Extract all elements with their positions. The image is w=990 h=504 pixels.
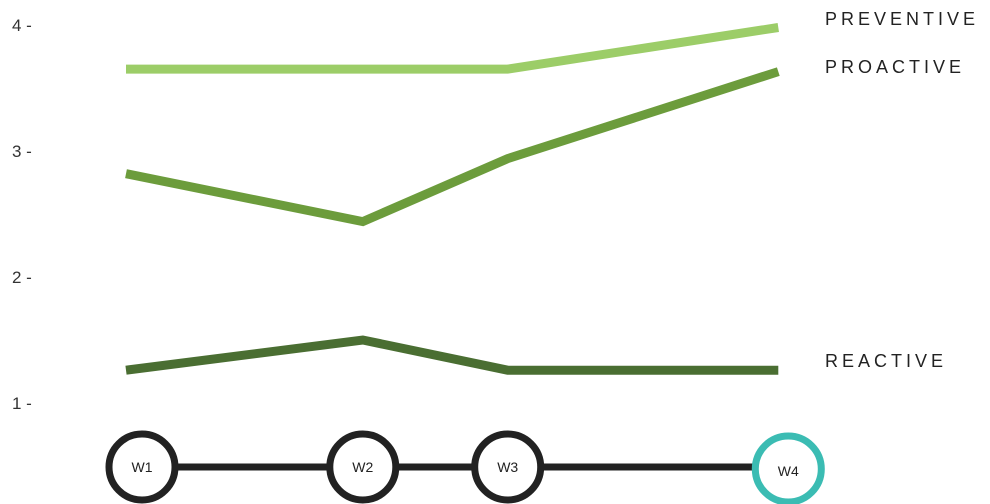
week-label-w2: W2 bbox=[352, 459, 373, 475]
week-marker-w4 bbox=[751, 432, 825, 504]
y-tick-label: 1 - bbox=[12, 394, 32, 413]
y-tick-label: 4 - bbox=[12, 16, 32, 35]
series-label-preventive: PREVENTIVE bbox=[825, 9, 979, 29]
series-line-proactive bbox=[125, 67, 780, 227]
week-label-w1: W1 bbox=[132, 459, 153, 475]
series-layer bbox=[125, 23, 780, 375]
series-line-reactive bbox=[125, 335, 779, 375]
week-label-w3: W3 bbox=[497, 459, 518, 475]
series-line-preventive bbox=[126, 23, 779, 74]
y-tick-label: 2 - bbox=[12, 268, 32, 287]
week-timeline: W1 W2 W3 W4 bbox=[105, 430, 825, 504]
week-label-w4: W4 bbox=[778, 463, 799, 479]
series-labels: PREVENTIVE PROACTIVE REACTIVE bbox=[825, 9, 979, 371]
week-marker-w2 bbox=[326, 430, 400, 504]
series-label-proactive: PROACTIVE bbox=[825, 57, 965, 77]
week-marker-w1 bbox=[105, 430, 179, 504]
y-axis: 1 - 2 - 3 - 4 - bbox=[12, 16, 32, 413]
y-tick-label: 3 - bbox=[12, 142, 32, 161]
week-marker-w3 bbox=[471, 430, 545, 504]
series-label-reactive: REACTIVE bbox=[825, 351, 947, 371]
